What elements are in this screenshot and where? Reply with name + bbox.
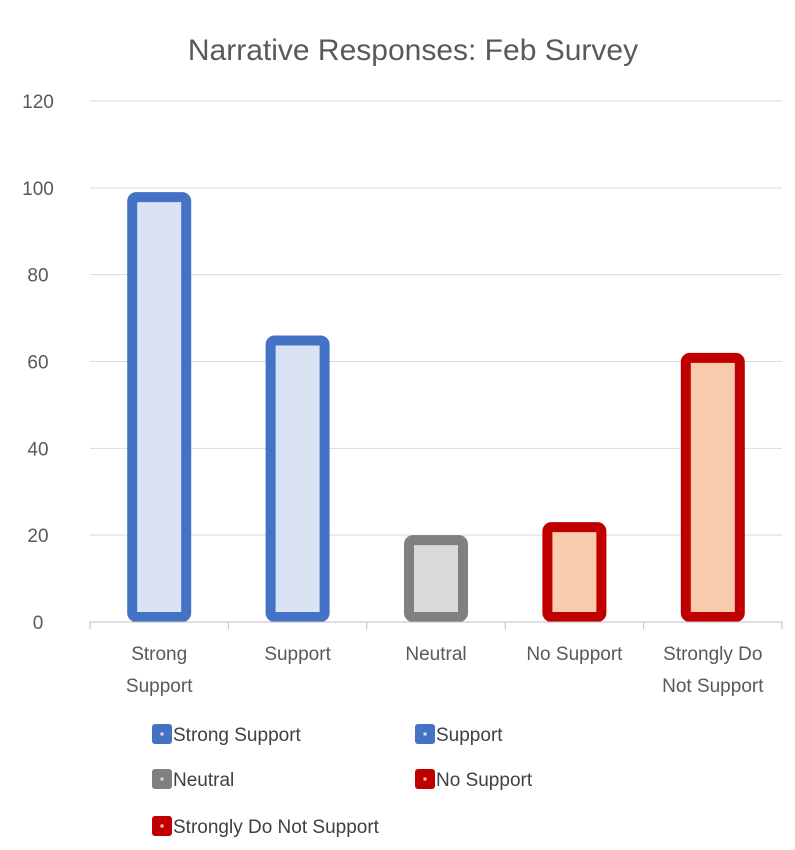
legend-label: Support <box>436 725 503 746</box>
bar-strong-support <box>132 197 186 617</box>
legend-swatch-inner <box>424 778 427 781</box>
x-axis <box>90 622 782 629</box>
legend-swatch-inner <box>161 778 164 781</box>
legend-item: No Support <box>415 769 533 791</box>
x-category-label: Strongly Do Not Support <box>662 644 764 697</box>
legend-item: Neutral <box>152 769 234 791</box>
bar-neutral <box>409 540 463 617</box>
bar-no-support <box>547 527 601 617</box>
x-category-label: Neutral <box>405 644 466 665</box>
legend-swatch-inner <box>161 733 164 736</box>
bar-strongly-do-not-support <box>686 358 740 617</box>
legend-item: Strongly Do Not Support <box>152 816 380 838</box>
legend-label: Strongly Do Not Support <box>173 817 380 838</box>
legend-item: Support <box>415 724 503 746</box>
y-tick-label: 100 <box>22 179 54 200</box>
legend-item: Strong Support <box>152 724 302 746</box>
chart-title: Narrative Responses: Feb Survey <box>188 34 638 67</box>
y-tick-label: 60 <box>27 353 48 374</box>
legend-label: Neutral <box>173 770 234 791</box>
legend-label: No Support <box>436 770 533 791</box>
y-axis-ticks: 0 20 40 60 80 100 120 <box>22 92 54 634</box>
legend-label: Strong Support <box>173 725 302 746</box>
y-tick-label: 40 <box>27 439 48 460</box>
bar-support <box>271 340 325 617</box>
x-category-label: Support <box>264 644 331 665</box>
y-tick-label: 0 <box>33 613 44 634</box>
x-category-label: Strong Support <box>126 644 193 697</box>
y-tick-label: 80 <box>27 266 48 287</box>
legend-swatch-inner <box>424 733 427 736</box>
bars <box>132 197 740 617</box>
legend-swatch-inner <box>161 825 164 828</box>
legend: Strong Support Support Neutral No Support St… <box>152 724 533 838</box>
gridlines <box>90 101 782 535</box>
x-axis-labels: Strong Support Support Neutral No Support Str… <box>126 644 764 697</box>
y-tick-label: 120 <box>22 92 54 113</box>
x-category-label: No Support <box>526 644 623 665</box>
y-tick-label: 20 <box>27 526 48 547</box>
